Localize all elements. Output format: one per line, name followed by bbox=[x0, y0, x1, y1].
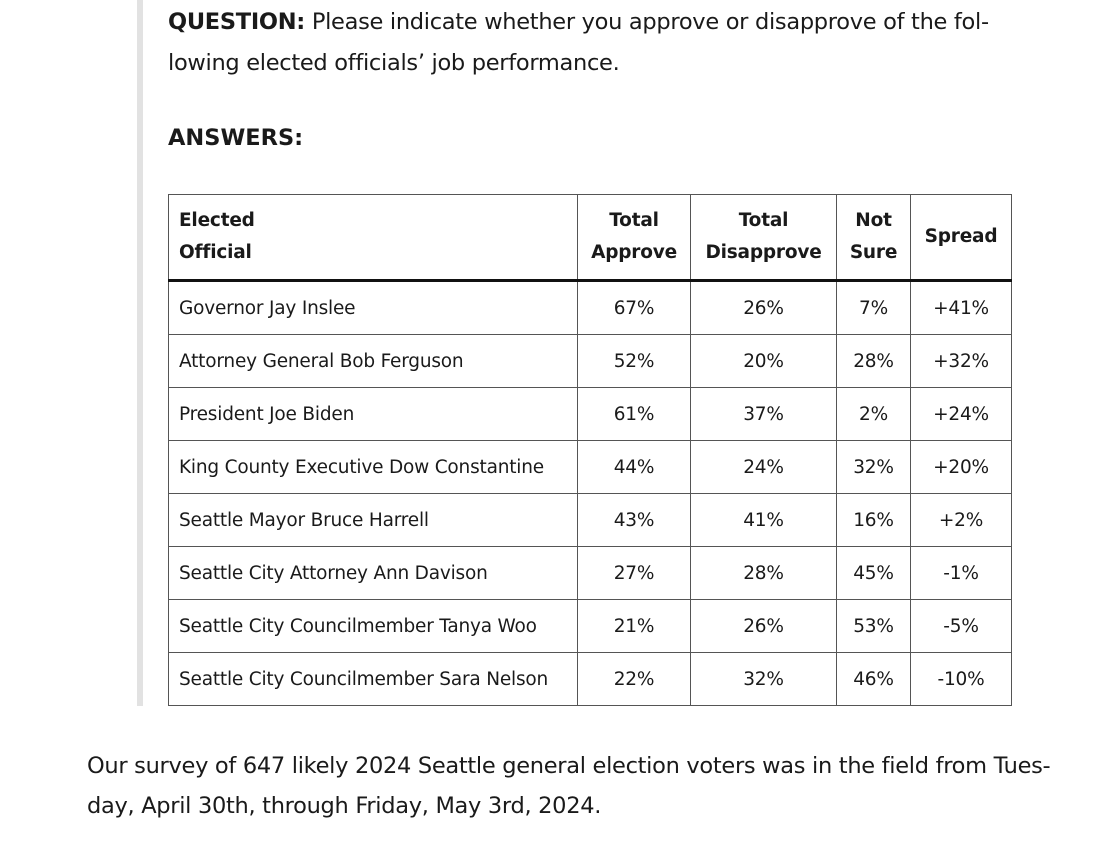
approve-cell: 44% bbox=[577, 440, 691, 494]
spread-cell: -5% bbox=[910, 599, 1012, 653]
table-row: King County Executive Dow Constantine 44… bbox=[168, 440, 1012, 494]
official-name-cell: Seattle City Councilmember Tanya Woo bbox=[168, 599, 578, 653]
not-sure-cell: 45% bbox=[836, 546, 911, 600]
approval-table: Elected Official Total Approve Total Dis… bbox=[168, 194, 1012, 706]
header-total-approve: Total Approve bbox=[577, 194, 691, 282]
table-row: Seattle City Councilmember Tanya Woo 21%… bbox=[168, 599, 1012, 653]
official-name-cell: Seattle Mayor Bruce Harrell bbox=[168, 493, 578, 547]
not-sure-cell: 32% bbox=[836, 440, 911, 494]
approve-cell: 27% bbox=[577, 546, 691, 600]
not-sure-cell: 2% bbox=[836, 387, 911, 441]
approve-cell: 22% bbox=[577, 652, 691, 706]
official-name-cell: Seattle City Attorney Ann Davison bbox=[168, 546, 578, 600]
table-row: President Joe Biden 61% 37% 2% +24% bbox=[168, 387, 1012, 441]
disapprove-cell: 32% bbox=[690, 652, 837, 706]
spread-cell: +41% bbox=[910, 280, 1012, 335]
spread-cell: +2% bbox=[910, 493, 1012, 547]
official-name-cell: King County Executive Dow Constantine bbox=[168, 440, 578, 494]
disapprove-cell: 41% bbox=[690, 493, 837, 547]
official-name-cell: Governor Jay Inslee bbox=[168, 280, 578, 335]
table-row: Seattle City Councilmember Sara Nelson 2… bbox=[168, 652, 1012, 706]
spread-cell: +20% bbox=[910, 440, 1012, 494]
table-row: Seattle Mayor Bruce Harrell 43% 41% 16% … bbox=[168, 493, 1012, 547]
approve-cell: 21% bbox=[577, 599, 691, 653]
table-row: Seattle City Attorney Ann Davison 27% 28… bbox=[168, 546, 1012, 600]
spread-cell: +24% bbox=[910, 387, 1012, 441]
disapprove-cell: 28% bbox=[690, 546, 837, 600]
disapprove-cell: 24% bbox=[690, 440, 837, 494]
disapprove-cell: 37% bbox=[690, 387, 837, 441]
disapprove-cell: 26% bbox=[690, 280, 837, 335]
official-name-cell: Seattle City Councilmember Sara Nelson bbox=[168, 652, 578, 706]
approve-cell: 61% bbox=[577, 387, 691, 441]
not-sure-cell: 28% bbox=[836, 334, 911, 388]
disapprove-cell: 20% bbox=[690, 334, 837, 388]
survey-blockquote: QUESTION: Please indicate whether you ap… bbox=[137, 0, 1018, 706]
table-header-row: Elected Official Total Approve Total Dis… bbox=[168, 194, 1012, 282]
answers-heading: ANSWERS: bbox=[168, 125, 304, 151]
disapprove-cell: 26% bbox=[690, 599, 837, 653]
approve-cell: 67% bbox=[577, 280, 691, 335]
blockquote-bar bbox=[137, 0, 143, 706]
not-sure-cell: 53% bbox=[836, 599, 911, 653]
approve-cell: 43% bbox=[577, 493, 691, 547]
header-total-disapprove: Total Disapprove bbox=[690, 194, 837, 282]
header-not-sure: Not Sure bbox=[836, 194, 911, 282]
not-sure-cell: 16% bbox=[836, 493, 911, 547]
header-spread: Spread bbox=[910, 194, 1012, 282]
question-text: Please indicate whether you approve or d… bbox=[168, 9, 989, 76]
approve-cell: 52% bbox=[577, 334, 691, 388]
table-row: Governor Jay Inslee 67% 26% 7% +41% bbox=[168, 280, 1012, 335]
survey-question: QUESTION: Please indicate whether you ap… bbox=[168, 2, 1018, 84]
spread-cell: -1% bbox=[910, 546, 1012, 600]
spread-cell: -10% bbox=[910, 652, 1012, 706]
not-sure-cell: 46% bbox=[836, 652, 911, 706]
header-elected-official: Elected Official bbox=[168, 194, 578, 282]
spread-cell: +32% bbox=[910, 334, 1012, 388]
not-sure-cell: 7% bbox=[836, 280, 911, 335]
question-label: QUESTION: bbox=[168, 9, 305, 35]
official-name-cell: President Joe Biden bbox=[168, 387, 578, 441]
survey-methodology-note: Our survey of 647 likely 2024 Seattle ge… bbox=[87, 753, 1051, 819]
table-row: Attorney General Bob Ferguson 52% 20% 28… bbox=[168, 334, 1012, 388]
official-name-cell: Attorney General Bob Ferguson bbox=[168, 334, 578, 388]
